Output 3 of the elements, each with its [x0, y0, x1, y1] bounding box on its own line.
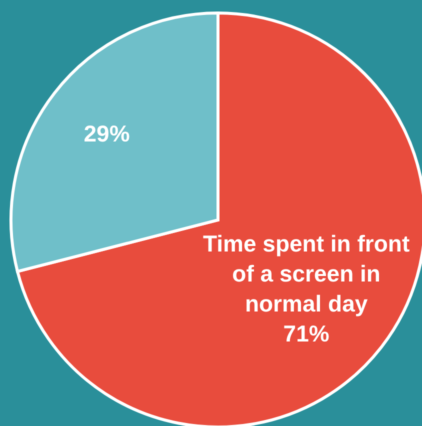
data-label: 29%	[84, 120, 130, 147]
slice-label: Time spent in front of a screen in normal day	[203, 230, 410, 317]
data-label: 71%	[283, 320, 330, 347]
